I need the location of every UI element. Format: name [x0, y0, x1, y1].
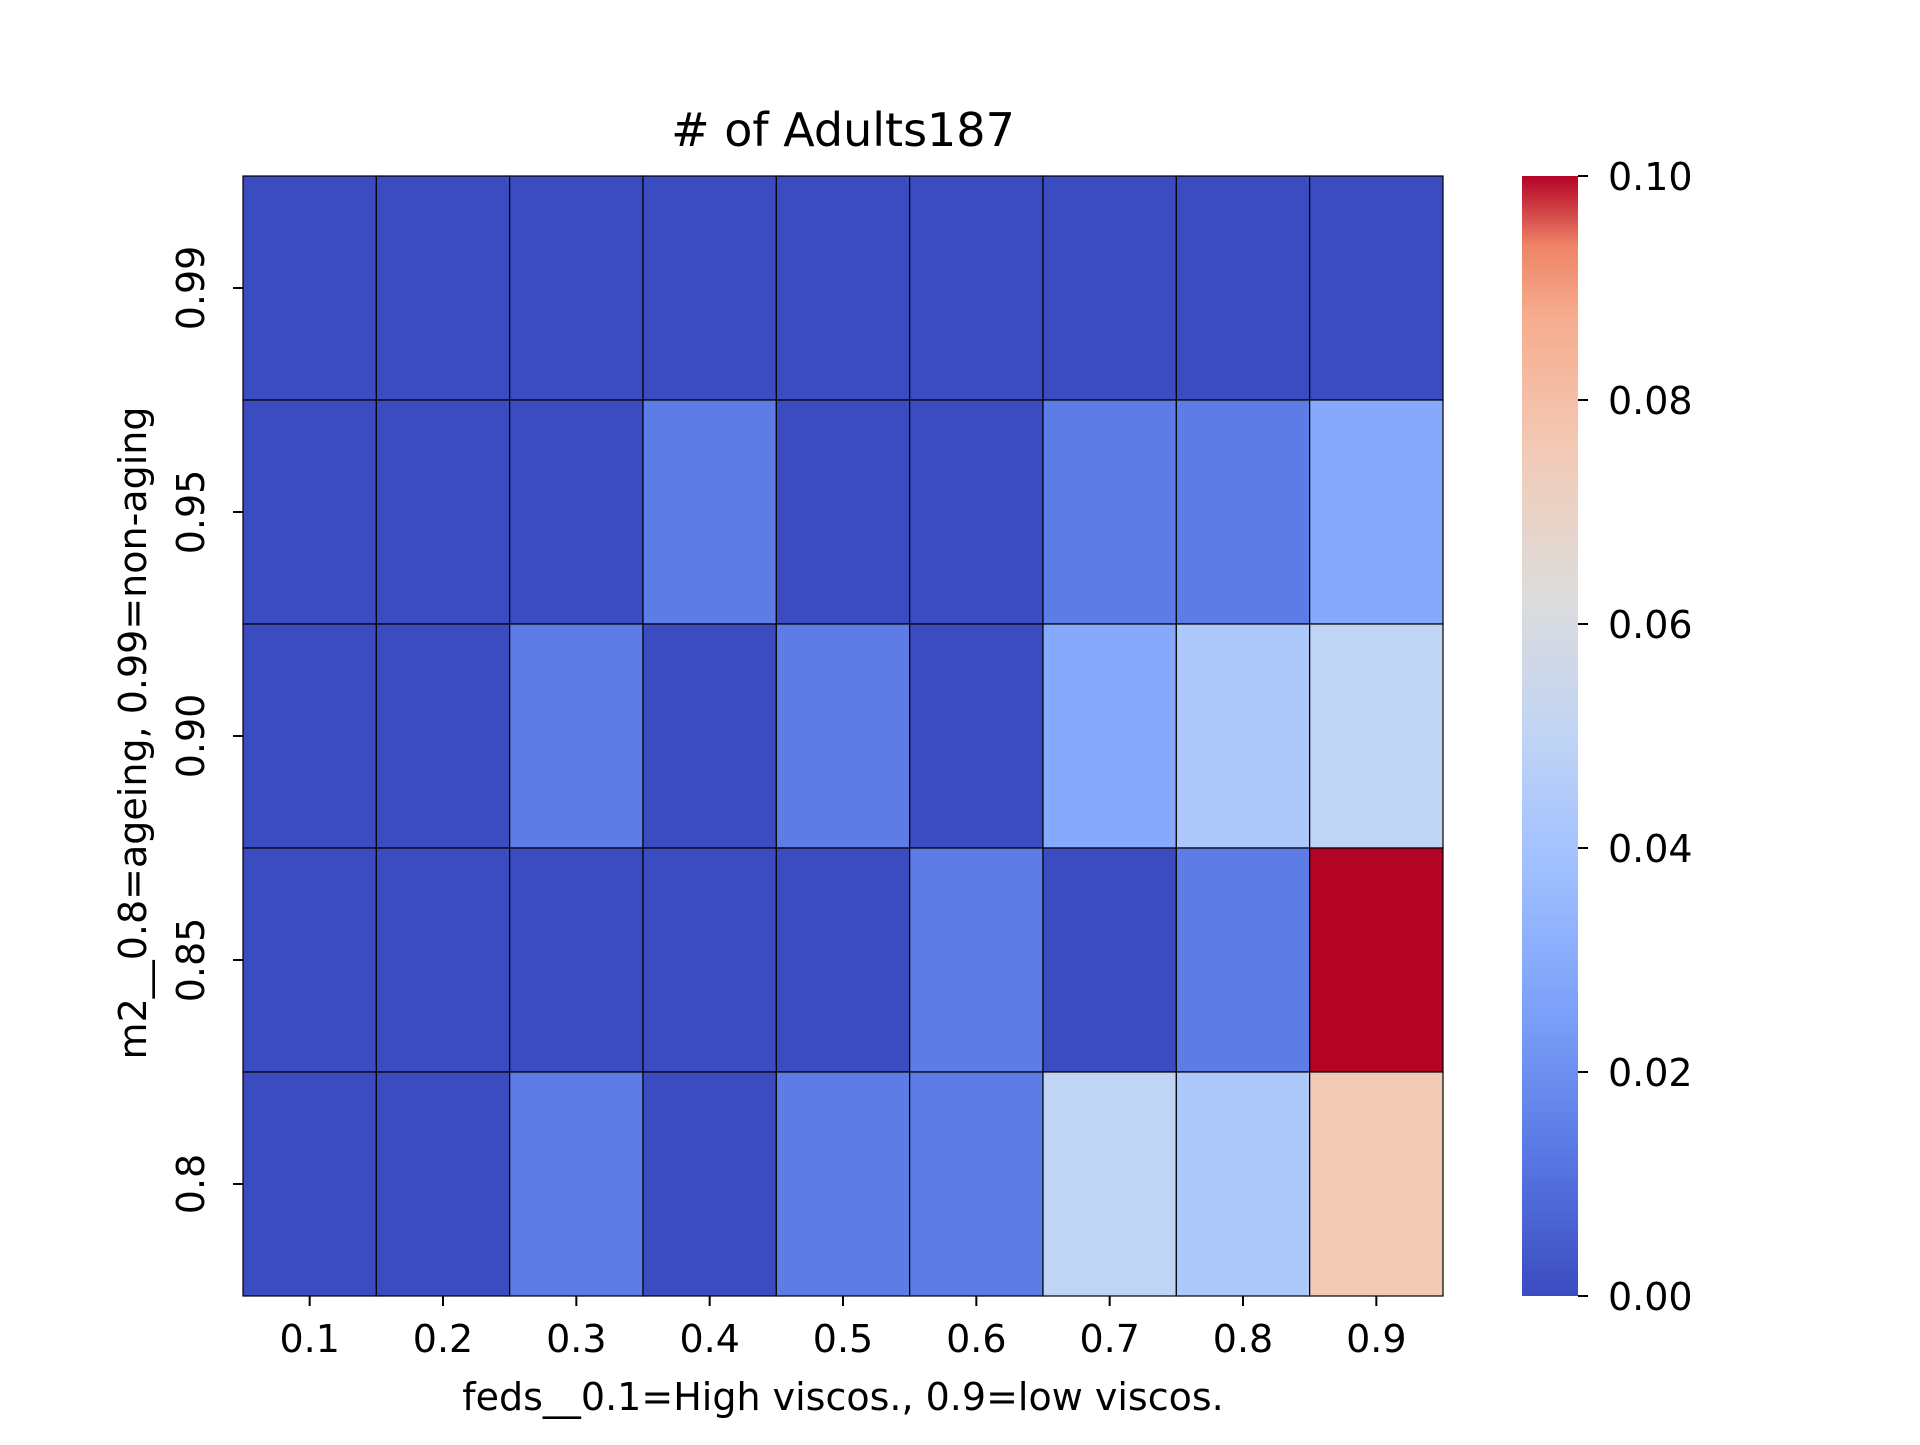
heatmap-cell — [375, 1071, 511, 1297]
heatmap-cell — [1175, 175, 1311, 401]
heatmap-cell — [1309, 623, 1444, 849]
x-axis-label: feds__0.1=High viscos., 0.9=low viscos. — [462, 1375, 1223, 1419]
heatmap-cell — [509, 847, 644, 1073]
y-axis-ticks: 0.99 0.95 0.90 0.85 0.8 — [169, 246, 243, 1214]
heatmap-cell — [642, 399, 777, 625]
heatmap-cell — [509, 1071, 644, 1297]
heatmap-cell — [1175, 399, 1311, 625]
heatmap-cell — [642, 847, 777, 1073]
x-tick-label: 0.6 — [946, 1317, 1006, 1361]
heatmap-cell — [1309, 847, 1444, 1073]
x-tick-label: 0.8 — [1213, 1317, 1273, 1361]
heatmap-cells — [242, 175, 1444, 1297]
heatmap-cell — [1309, 399, 1444, 625]
heatmap-cell — [909, 399, 1044, 625]
heatmap-cell — [375, 175, 511, 401]
heatmap-cell — [909, 623, 1044, 849]
colorbar-tick-label: 0.02 — [1608, 1051, 1693, 1095]
heatmap-cell — [642, 175, 777, 401]
heatmap-cell — [909, 847, 1044, 1073]
heatmap-cell — [1042, 175, 1177, 401]
heatmap-cell — [1175, 847, 1311, 1073]
chart-title: # of Adults187 — [671, 103, 1015, 157]
heatmap-cell — [642, 623, 777, 849]
heatmap-cell — [1042, 399, 1177, 625]
heatmap-cell — [1042, 623, 1177, 849]
x-tick-label: 0.3 — [546, 1317, 606, 1361]
heatmap-cell — [509, 175, 644, 401]
heatmap-cell — [1042, 1071, 1177, 1297]
heatmap-cell — [642, 1071, 777, 1297]
colorbar — [1522, 176, 1578, 1296]
heatmap-cell — [375, 623, 511, 849]
colorbar-tick-label: 0.00 — [1608, 1275, 1693, 1319]
heatmap-cell — [1042, 847, 1177, 1073]
colorbar-tick-label: 0.04 — [1608, 827, 1693, 871]
x-tick-label: 0.2 — [413, 1317, 473, 1361]
heatmap-cell — [775, 175, 911, 401]
heatmap-cell — [1309, 1071, 1444, 1297]
heatmap-cell — [1175, 623, 1311, 849]
heatmap-cell — [242, 175, 377, 401]
x-tick-label: 0.4 — [679, 1317, 739, 1361]
heatmap-cell — [775, 847, 911, 1073]
heatmap-cell — [775, 399, 911, 625]
heatmap-cell — [242, 847, 377, 1073]
y-tick-label: 0.95 — [169, 470, 213, 555]
heatmap-cell — [1309, 175, 1444, 401]
x-tick-label: 0.5 — [813, 1317, 873, 1361]
y-tick-label: 0.8 — [169, 1154, 213, 1214]
heatmap-cell — [775, 623, 911, 849]
x-tick-label: 0.7 — [1079, 1317, 1139, 1361]
heatmap-cell — [909, 1071, 1044, 1297]
heatmap-cell — [242, 399, 377, 625]
colorbar-tick-label: 0.08 — [1608, 379, 1693, 423]
heatmap-cell — [775, 1071, 911, 1297]
y-tick-label: 0.90 — [169, 694, 213, 779]
heatmap-cell — [909, 175, 1044, 401]
x-axis-ticks: 0.1 0.2 0.3 0.4 0.5 0.6 0.7 0.8 0.9 — [279, 1296, 1407, 1361]
colorbar-tick-label: 0.10 — [1608, 155, 1693, 199]
heatmap-cell — [1175, 1071, 1311, 1297]
x-tick-label: 0.1 — [279, 1317, 339, 1361]
y-tick-label: 0.85 — [169, 918, 213, 1003]
heatmap-cell — [242, 623, 377, 849]
colorbar-ticks: 0.00 0.02 0.04 0.06 0.08 0.10 — [1578, 155, 1693, 1319]
y-tick-label: 0.99 — [169, 246, 213, 331]
y-axis-label: m2__0.8=ageing, 0.99=non-aging — [111, 407, 155, 1060]
heatmap-cell — [509, 623, 644, 849]
heatmap-cell — [509, 399, 644, 625]
x-tick-label: 0.9 — [1346, 1317, 1406, 1361]
colorbar-tick-label: 0.06 — [1608, 603, 1693, 647]
heatmap-cell — [375, 399, 511, 625]
heatmap-cell — [242, 1071, 377, 1297]
heatmap-cell — [375, 847, 511, 1073]
